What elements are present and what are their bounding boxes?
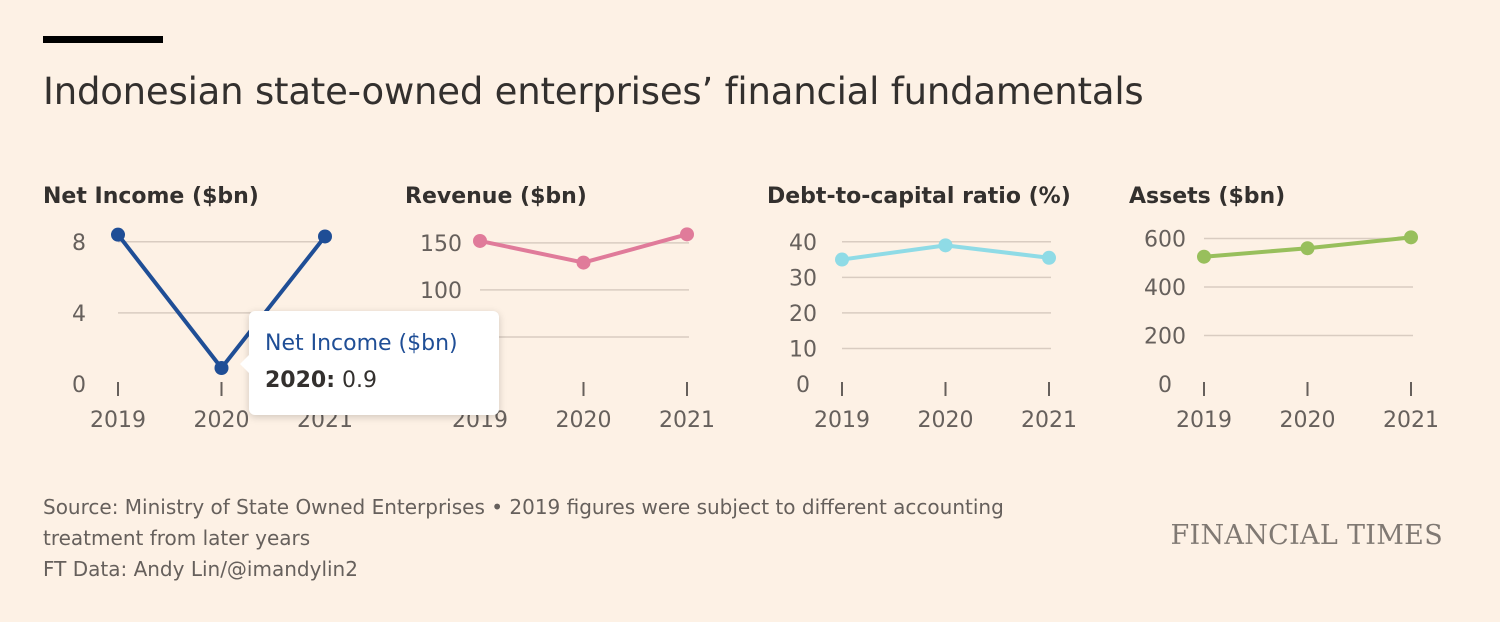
chart-net-income: Net Income ($bn) 0 4 8 2019 2020 2021 <box>43 184 383 444</box>
y-tick-label: 0 <box>796 373 810 398</box>
brand-logo: FINANCIAL TIMES <box>1170 520 1443 551</box>
y-tick-label: 20 <box>789 302 817 327</box>
chart-assets: Assets ($bn) 0 200 400 600 2019 2020 2021 <box>1129 184 1469 444</box>
x-tick-label: 2020 <box>918 408 974 433</box>
y-tick-label: 4 <box>72 302 86 327</box>
y-tick-label: 400 <box>1144 276 1186 301</box>
y-tick-label: 0 <box>72 373 86 398</box>
data-tooltip: Net Income ($bn) 2020: 0.9 <box>240 311 499 415</box>
data-point <box>576 255 591 270</box>
y-tick-label: 10 <box>789 337 817 362</box>
tooltip-value-line: 2020: 0.9 <box>265 368 377 393</box>
page-title: Indonesian state-owned enterprises’ fina… <box>43 70 1144 113</box>
chart-title: Revenue ($bn) <box>405 184 587 209</box>
x-tick-label: 2021 <box>659 408 715 433</box>
x-tick-label: 2019 <box>814 408 870 433</box>
chart-title: Net Income ($bn) <box>43 184 259 209</box>
data-point <box>680 227 694 242</box>
chart-debt-to-capital: Debt-to-capital ratio (%) 0 10 20 30 40 2019 2… <box>767 184 1107 444</box>
data-point <box>938 238 953 253</box>
y-tick-label: 100 <box>420 279 462 304</box>
x-tick-label: 2021 <box>1021 408 1077 433</box>
chart-panel: Indonesian state-owned enterprises’ fina… <box>43 36 1443 596</box>
x-tick-label: 2021 <box>1383 408 1439 433</box>
chart-title: Debt-to-capital ratio (%) <box>767 184 1071 209</box>
y-tick-label: 40 <box>789 231 817 256</box>
y-tick-label: 30 <box>789 266 817 291</box>
x-tick-label: 2019 <box>1176 408 1232 433</box>
data-point <box>318 229 332 244</box>
source-note: Source: Ministry of State Owned Enterpri… <box>43 495 1004 550</box>
x-tick-label: 2020 <box>194 408 250 433</box>
data-point <box>1042 250 1056 265</box>
y-tick-label: 150 <box>420 232 462 257</box>
x-tick-label: 2019 <box>90 408 146 433</box>
y-tick-label: 8 <box>72 231 86 256</box>
line-chart-svg: 0 200 400 600 2019 2020 2021 <box>1144 228 1439 433</box>
header-rule <box>43 36 163 43</box>
line-chart-svg: 0 10 20 30 40 2019 2020 2021 <box>789 231 1077 433</box>
x-tick-label: 2020 <box>1280 408 1336 433</box>
x-tick-label: 2020 <box>556 408 612 433</box>
tooltip-value: 0.9 <box>342 368 378 393</box>
y-tick-label: 200 <box>1144 325 1186 350</box>
data-point <box>214 361 229 375</box>
y-tick-label: 600 <box>1144 228 1186 253</box>
credit-note: FT Data: Andy Lin/@imandylin2 <box>43 557 358 581</box>
data-point <box>835 252 849 267</box>
data-point <box>1404 230 1418 245</box>
y-tick-label: 0 <box>1158 373 1172 398</box>
chart-title: Assets ($bn) <box>1129 184 1286 209</box>
footer-notes: Source: Ministry of State Owned Enterpri… <box>43 492 1103 585</box>
data-point <box>1197 249 1211 264</box>
data-point <box>111 227 125 242</box>
data-point <box>1300 241 1315 256</box>
tooltip-year: 2020: <box>265 368 336 393</box>
data-point <box>473 233 487 248</box>
tooltip-title: Net Income ($bn) <box>265 331 458 356</box>
